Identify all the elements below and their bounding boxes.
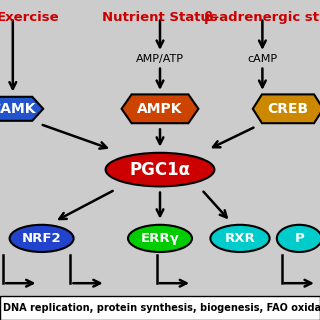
- Text: β-adrenergic sti: β-adrenergic sti: [204, 11, 320, 24]
- Text: PGC1α: PGC1α: [130, 161, 190, 179]
- Polygon shape: [253, 94, 320, 123]
- Ellipse shape: [277, 225, 320, 252]
- Ellipse shape: [10, 225, 74, 252]
- Text: ERRγ: ERRγ: [140, 232, 180, 245]
- Text: Nutrient Status: Nutrient Status: [102, 11, 218, 24]
- Text: AMPK: AMPK: [137, 102, 183, 116]
- Ellipse shape: [128, 225, 192, 252]
- Text: CAMK: CAMK: [0, 102, 36, 116]
- Text: DNA replication, protein synthesis, biogenesis, FAO oxida: DNA replication, protein synthesis, biog…: [3, 303, 320, 313]
- Polygon shape: [122, 94, 198, 123]
- Text: Exercise: Exercise: [0, 11, 60, 24]
- FancyBboxPatch shape: [0, 296, 320, 320]
- Text: cAMP: cAMP: [247, 54, 277, 64]
- Text: RXR: RXR: [225, 232, 255, 245]
- Text: NRF2: NRF2: [22, 232, 61, 245]
- Ellipse shape: [106, 153, 214, 186]
- Text: CREB: CREB: [268, 102, 308, 116]
- Ellipse shape: [211, 225, 270, 252]
- Text: AMP/ATP: AMP/ATP: [136, 54, 184, 64]
- Polygon shape: [0, 97, 43, 121]
- Text: P: P: [294, 232, 304, 245]
